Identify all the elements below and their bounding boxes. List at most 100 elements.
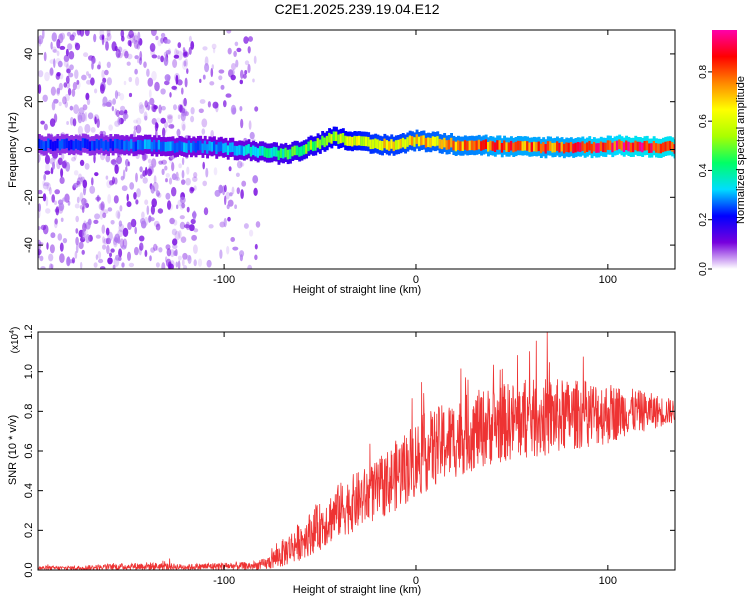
noise-speckle	[106, 244, 110, 255]
y-tick-label: 0.8	[23, 404, 35, 419]
ridge-core	[137, 140, 140, 150]
noise-speckle	[114, 164, 119, 175]
noise-speckle	[99, 30, 105, 37]
ridge-core	[316, 138, 320, 148]
colorbar-label: Normalized spectral amplitude	[735, 76, 747, 224]
ridge-core	[183, 142, 186, 153]
noise-speckle	[78, 241, 84, 250]
ridge-core	[245, 145, 249, 155]
noise-speckle	[73, 104, 80, 115]
ridge-core	[254, 146, 258, 157]
ridge-core	[153, 139, 156, 150]
snr-x-label: Height of straight line (km)	[293, 584, 421, 596]
snr-background	[38, 332, 675, 570]
noise-speckle	[74, 69, 79, 79]
ridge-core	[574, 142, 578, 153]
noise-speckle	[54, 200, 57, 205]
ridge-core	[229, 142, 232, 153]
y-tick-label: 1.2	[23, 324, 35, 339]
noise-speckle	[190, 41, 195, 50]
ridge-core	[132, 141, 136, 152]
noise-speckle	[199, 78, 202, 83]
noise-speckle	[144, 216, 149, 226]
noise-speckle	[149, 43, 156, 52]
noise-speckle	[48, 263, 53, 269]
noise-speckle	[210, 130, 214, 139]
noise-speckle	[160, 32, 166, 38]
ridge-core	[374, 138, 378, 149]
noise-speckle	[146, 168, 153, 177]
noise-speckle	[83, 186, 86, 196]
noise-speckle	[45, 196, 49, 207]
noise-speckle	[231, 63, 236, 71]
noise-speckle	[109, 252, 112, 258]
ridge-core	[429, 137, 433, 148]
ridge-core	[141, 140, 145, 151]
noise-speckle	[168, 124, 175, 129]
noise-speckle	[106, 61, 111, 68]
ridge-core	[54, 141, 57, 151]
noise-speckle	[148, 215, 151, 223]
noise-speckle	[38, 35, 44, 45]
noise-speckle	[224, 184, 227, 193]
ridge-core	[180, 141, 184, 152]
noise-speckle	[144, 115, 148, 121]
noise-speckle	[158, 104, 162, 114]
ridge-core	[528, 142, 532, 153]
noise-speckle	[60, 168, 64, 178]
ridge-core	[427, 137, 430, 147]
noise-speckle	[133, 119, 139, 124]
noise-speckle	[74, 203, 80, 209]
ridge-core	[500, 143, 504, 153]
noise-speckle	[239, 106, 243, 112]
noise-speckle	[130, 218, 136, 227]
noise-speckle	[118, 248, 123, 258]
noise-speckle	[136, 117, 142, 126]
noise-speckle	[77, 125, 83, 135]
noise-speckle	[169, 158, 174, 164]
noise-speckle	[78, 173, 82, 180]
noise-speckle	[175, 171, 179, 181]
noise-speckle	[94, 172, 99, 177]
ridge-core	[97, 140, 101, 150]
ridge-core	[583, 143, 587, 154]
ridge-core	[72, 140, 76, 151]
noise-speckle	[157, 208, 164, 214]
noise-speckle	[157, 55, 161, 60]
ridge-core	[199, 140, 203, 151]
noise-speckle	[44, 170, 51, 175]
noise-speckle	[177, 260, 181, 269]
y-tick-label: 1.0	[23, 364, 35, 379]
noise-speckle	[94, 88, 98, 94]
noise-speckle	[169, 92, 172, 98]
ridge-core	[473, 140, 477, 151]
noise-speckle	[177, 50, 183, 61]
ridge-core	[81, 138, 85, 148]
noise-speckle	[234, 204, 238, 209]
ridge-core	[438, 138, 442, 149]
colorbar-tick-label: 0.6	[698, 114, 709, 128]
noise-speckle	[107, 99, 113, 108]
noise-speckle	[191, 234, 198, 241]
noise-speckle	[102, 209, 109, 215]
noise-speckle	[183, 97, 187, 107]
noise-speckle	[188, 46, 192, 55]
ridge-core	[392, 141, 396, 152]
noise-speckle	[182, 252, 188, 260]
noise-speckle	[133, 40, 139, 49]
snr-y-ticks: 0.0 0.2 0.4 0.6 0.8 1.0 1.2	[23, 324, 675, 578]
noise-speckle	[181, 107, 186, 114]
noise-speckle	[110, 159, 117, 165]
noise-speckle	[226, 204, 230, 210]
ridge-core	[107, 141, 110, 152]
ridge-core	[134, 141, 138, 152]
ridge-core	[450, 137, 453, 148]
noise-speckle	[231, 69, 235, 76]
noise-speckle	[56, 50, 60, 57]
noise-speckle	[219, 185, 223, 194]
ridge-core	[567, 142, 571, 153]
noise-speckle	[89, 185, 96, 194]
noise-speckle	[161, 105, 166, 111]
noise-speckle	[219, 249, 223, 259]
noise-speckle	[56, 38, 61, 49]
